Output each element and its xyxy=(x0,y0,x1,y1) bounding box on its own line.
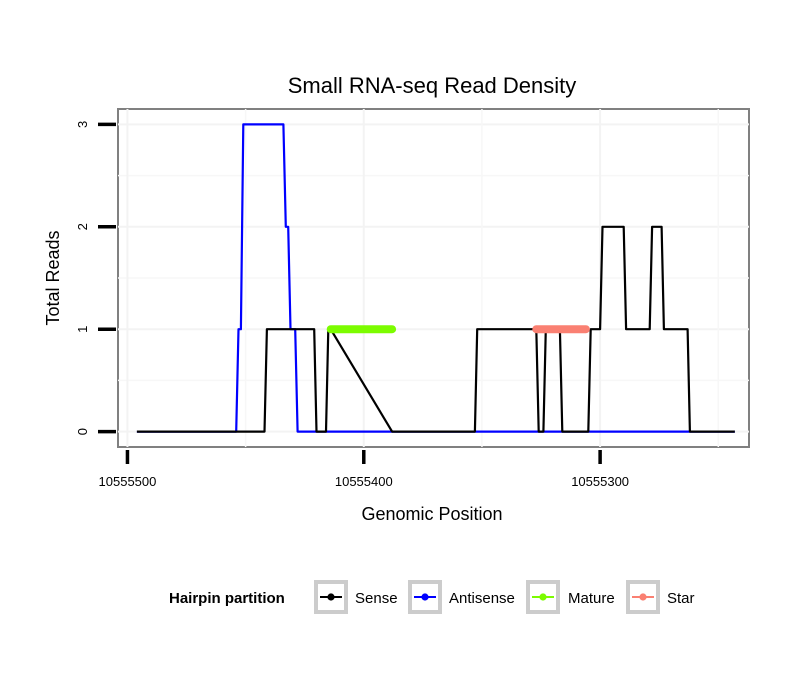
x-tick-label: 10555400 xyxy=(335,474,393,489)
legend-entry-label: Mature xyxy=(568,590,615,607)
series-layer xyxy=(136,123,735,433)
legend-key-point xyxy=(639,593,647,601)
legend-entries: Sense Antisense Mature Star xyxy=(314,580,695,614)
legend-entry-star: Star xyxy=(626,580,695,614)
x-axis-ticks: 10555500 10555400 10555300 xyxy=(99,450,629,489)
legend-entry-mature: Mature xyxy=(526,580,615,614)
y-axis-ticks: 0 1 2 3 xyxy=(75,121,116,435)
legend-entry-label: Antisense xyxy=(449,590,515,607)
grid-layer xyxy=(118,109,749,447)
legend-entry-label: Star xyxy=(667,590,695,607)
legend-key-point xyxy=(327,593,335,601)
x-tick-label: 10555300 xyxy=(571,474,629,489)
legend: Hairpin partition Sense Antisense Mature St… xyxy=(169,580,695,614)
series-line-sense xyxy=(136,225,735,433)
y-tick-label: 0 xyxy=(75,428,90,435)
x-tick-label: 10555500 xyxy=(99,474,157,489)
legend-entry-antisense: Antisense xyxy=(408,580,515,614)
legend-key-point xyxy=(421,593,429,601)
x-axis-label: Genomic Position xyxy=(361,504,502,524)
legend-title: Hairpin partition xyxy=(169,590,285,607)
series-line-antisense xyxy=(136,123,735,433)
legend-entry-sense: Sense xyxy=(314,580,398,614)
y-tick-label: 1 xyxy=(75,326,90,333)
legend-key-point xyxy=(539,593,547,601)
y-tick-label: 3 xyxy=(75,121,90,128)
y-axis-label: Total Reads xyxy=(43,230,63,325)
legend-entry-label: Sense xyxy=(355,590,398,607)
y-tick-label: 2 xyxy=(75,223,90,230)
chart-title: Small RNA-seq Read Density xyxy=(288,73,577,98)
axis-layer: 10555500 10555400 10555300 0 1 2 3 xyxy=(75,121,629,489)
